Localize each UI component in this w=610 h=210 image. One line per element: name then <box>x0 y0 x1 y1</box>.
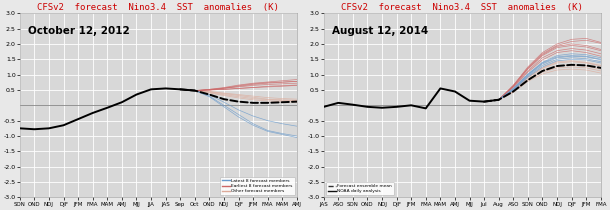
Legend: Latest 8 forecast members, Earliest 8 forecast members, Other forecast members: Latest 8 forecast members, Earliest 8 fo… <box>220 177 295 195</box>
Title: CFSv2  forecast  Nino3.4  SST  anomalies  (K): CFSv2 forecast Nino3.4 SST anomalies (K) <box>37 4 279 12</box>
Text: August 12, 2014: August 12, 2014 <box>332 26 428 36</box>
Text: October 12, 2012: October 12, 2012 <box>28 26 130 36</box>
Title: CFSv2  forecast  Nino3.4  SST  anomalies  (K): CFSv2 forecast Nino3.4 SST anomalies (K) <box>342 4 583 12</box>
Legend: Forecast ensemble mean, NOAA daily analysis: Forecast ensemble mean, NOAA daily analy… <box>326 182 394 195</box>
